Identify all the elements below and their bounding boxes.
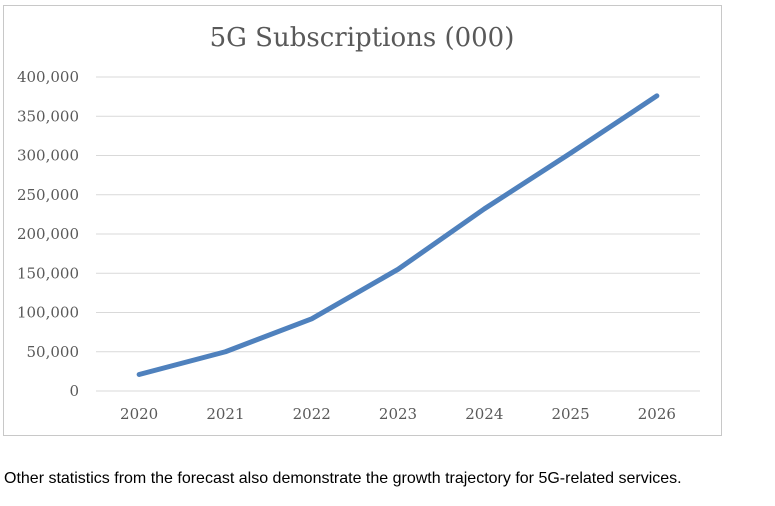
y-tick-label: 300,000 [17, 147, 79, 165]
y-tick-label: 200,000 [17, 225, 79, 243]
caption-text: Other statistics from the forecast also … [4, 470, 682, 487]
chart-title: 5G Subscriptions (000) [210, 23, 515, 53]
gridlines [96, 76, 700, 392]
series-line [136, 93, 660, 378]
y-tick-label: 350,000 [17, 107, 79, 125]
y-tick-label: 150,000 [17, 264, 79, 282]
y-tick-label: 0 [69, 382, 79, 400]
x-tick-label: 2023 [379, 405, 417, 423]
x-tick-label: 2024 [465, 405, 503, 423]
y-tick-label: 250,000 [17, 186, 79, 204]
y-axis-tick-labels: 0 50,000 100,000 150,000 200,000 250,000 300,0… [17, 68, 79, 400]
y-tick-label: 400,000 [17, 68, 79, 86]
x-tick-label: 2026 [638, 405, 676, 423]
x-axis-tick-labels: 2020 2021 2022 2023 2024 2025 2026 [120, 405, 676, 423]
y-tick-label: 50,000 [27, 343, 80, 361]
x-tick-label: 2025 [551, 405, 589, 423]
y-tick-label: 100,000 [17, 304, 79, 322]
x-tick-label: 2022 [293, 405, 331, 423]
x-tick-label: 2020 [120, 405, 158, 423]
series-lines [136, 93, 660, 378]
x-tick-label: 2021 [206, 405, 244, 423]
